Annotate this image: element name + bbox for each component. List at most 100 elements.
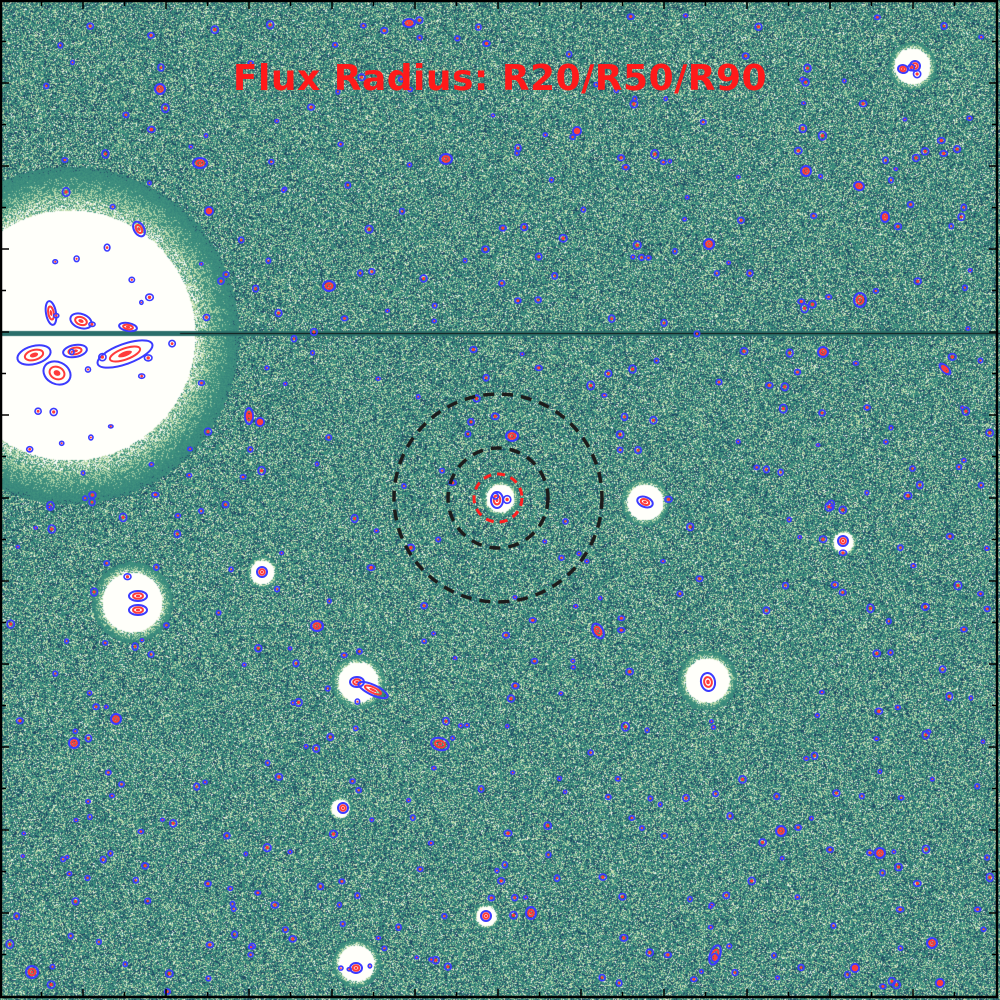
r50-ellipse bbox=[404, 19, 414, 27]
detection-core bbox=[931, 778, 934, 780]
detection-ellipse bbox=[431, 318, 438, 324]
detection-core bbox=[827, 295, 830, 299]
detection-core bbox=[537, 255, 541, 258]
detection-ellipse bbox=[477, 784, 485, 793]
detection-ellipse bbox=[598, 973, 606, 982]
detection-core bbox=[742, 349, 746, 353]
detection-core bbox=[331, 832, 336, 836]
detection-core bbox=[669, 160, 671, 162]
detection-ellipse bbox=[469, 345, 478, 354]
r20-ellipse bbox=[484, 914, 488, 918]
detection-ellipse bbox=[739, 347, 749, 356]
detection-ellipse bbox=[874, 707, 884, 715]
detection-ellipse bbox=[626, 13, 635, 20]
detection-ellipse bbox=[491, 492, 500, 500]
r20-ellipse bbox=[207, 209, 211, 213]
detection-ellipse bbox=[339, 920, 346, 928]
r90-ellipse bbox=[699, 672, 717, 692]
detection-core bbox=[817, 444, 819, 446]
detection-core bbox=[409, 546, 413, 550]
detection-core bbox=[709, 926, 712, 929]
detection-ellipse bbox=[514, 297, 522, 304]
detection-core bbox=[982, 741, 984, 743]
detection-ellipse bbox=[247, 60, 254, 66]
detection-core bbox=[386, 310, 389, 312]
detection-ellipse bbox=[122, 111, 130, 119]
detection-core bbox=[422, 604, 426, 608]
detection-core bbox=[54, 260, 57, 263]
detection-core bbox=[484, 41, 489, 46]
detection-core bbox=[175, 532, 179, 536]
detection-ellipse bbox=[222, 271, 230, 278]
detection-core bbox=[641, 827, 643, 829]
detection-core bbox=[803, 306, 807, 310]
r50-ellipse bbox=[112, 715, 120, 723]
detection-ellipse bbox=[72, 728, 79, 735]
r90-ellipse bbox=[897, 63, 909, 75]
detection-ellipse bbox=[707, 924, 714, 930]
detection-core bbox=[451, 737, 454, 739]
detection-ellipse bbox=[897, 945, 904, 952]
detection-ellipse bbox=[274, 585, 281, 593]
detection-core bbox=[50, 527, 54, 531]
detection-core bbox=[170, 342, 174, 345]
detection-core bbox=[876, 15, 879, 19]
r90-ellipse bbox=[154, 83, 166, 95]
detection-core bbox=[383, 947, 386, 950]
detection-ellipse bbox=[118, 780, 126, 788]
detection-core bbox=[727, 261, 730, 264]
detection-ellipse bbox=[832, 789, 841, 797]
detection-core bbox=[755, 466, 758, 469]
detection-core bbox=[249, 448, 252, 451]
detection-core bbox=[924, 733, 928, 737]
r50-ellipse bbox=[156, 85, 164, 93]
detection-ellipse bbox=[251, 284, 260, 293]
detection-ellipse bbox=[464, 430, 472, 438]
detection-ellipse bbox=[736, 216, 745, 225]
detection-core bbox=[898, 907, 902, 912]
detection-ellipse bbox=[47, 524, 57, 534]
detection-ellipse bbox=[625, 667, 634, 676]
detection-core bbox=[346, 183, 349, 187]
detection-ellipse bbox=[398, 207, 406, 215]
r20-ellipse bbox=[943, 367, 947, 371]
detection-core bbox=[659, 803, 661, 806]
detection-core bbox=[967, 327, 969, 330]
target-aperture-circle bbox=[472, 472, 524, 524]
detection-ellipse bbox=[912, 69, 922, 79]
detection-ellipse bbox=[824, 501, 834, 512]
detection-ellipse bbox=[894, 862, 903, 872]
detection-ellipse bbox=[409, 814, 416, 822]
detection-ellipse bbox=[604, 369, 613, 378]
detection-core bbox=[230, 568, 233, 571]
detection-ellipse bbox=[774, 975, 781, 981]
detection-ellipse bbox=[325, 434, 333, 441]
detection-core bbox=[224, 273, 228, 276]
detection-core bbox=[834, 791, 838, 795]
detection-core bbox=[217, 611, 220, 614]
detection-core bbox=[820, 691, 823, 694]
detection-core bbox=[619, 156, 623, 160]
detection-ellipse bbox=[977, 357, 984, 364]
detection-ellipse bbox=[747, 876, 757, 886]
detection-core bbox=[224, 503, 227, 506]
detection-core bbox=[558, 777, 561, 780]
detection-core bbox=[249, 61, 252, 64]
detection-ellipse bbox=[879, 869, 886, 877]
detection-ellipse bbox=[735, 174, 741, 179]
detection-core bbox=[36, 409, 40, 413]
detection-core bbox=[229, 887, 232, 890]
detection-core bbox=[139, 830, 143, 833]
detection-ellipse bbox=[141, 862, 150, 870]
r90-ellipse bbox=[110, 713, 122, 725]
detection-ellipse bbox=[420, 601, 428, 610]
detection-core bbox=[750, 879, 754, 883]
detection-core bbox=[773, 954, 775, 957]
detection-ellipse bbox=[46, 505, 53, 510]
detection-ellipse bbox=[818, 689, 825, 695]
detection-ellipse bbox=[337, 141, 344, 147]
detection-core bbox=[140, 301, 143, 304]
detection-core bbox=[328, 600, 331, 602]
detection-ellipse bbox=[84, 874, 91, 882]
